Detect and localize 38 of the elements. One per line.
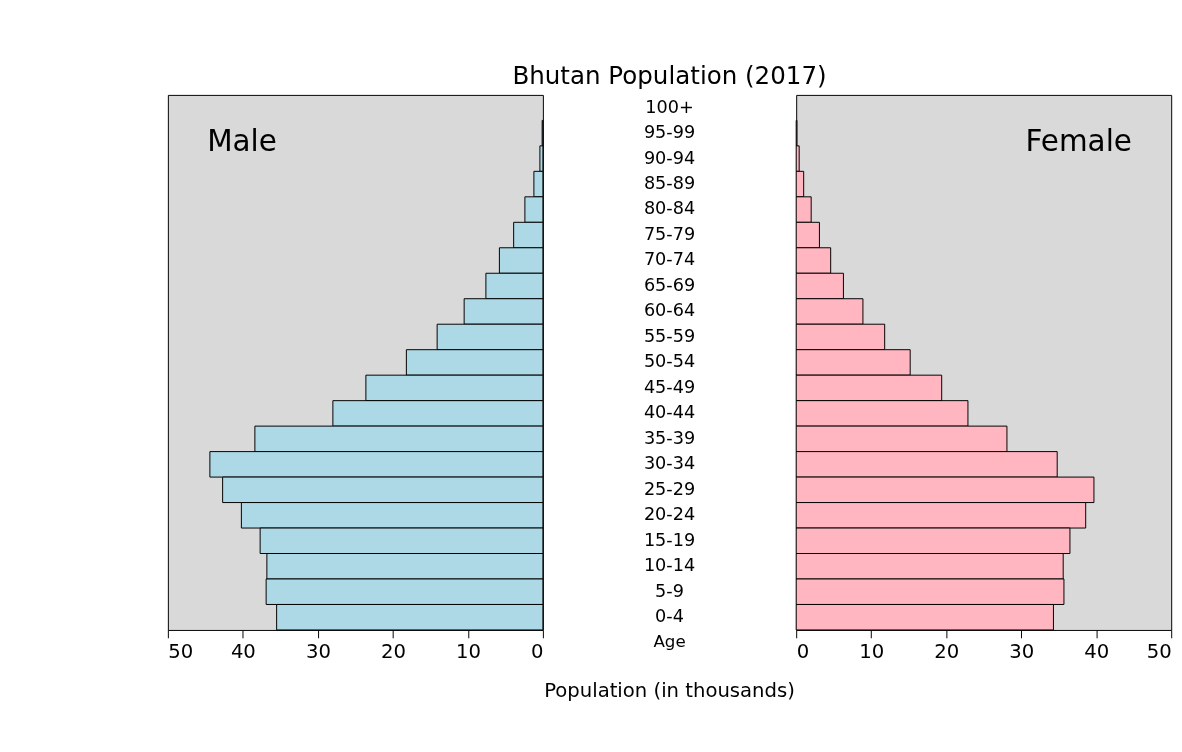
y-tick-label: 25-29 xyxy=(643,478,696,499)
y-tick-label: 60-64 xyxy=(643,300,696,321)
x-tick-label: 30 xyxy=(305,639,331,663)
x-axis-title: Population (in thousands) xyxy=(544,678,795,702)
y-tick-label: 90-94 xyxy=(643,147,696,168)
y-tick-label: 85-89 xyxy=(643,172,696,193)
y-tick-label: 75-79 xyxy=(643,223,696,244)
y-tick-label: 95-99 xyxy=(643,122,696,143)
y-tick-label: 50-54 xyxy=(643,351,696,372)
y-tick-label: 55-59 xyxy=(643,325,696,346)
y-tick-label: 5-9 xyxy=(655,580,684,601)
x-tick-label: 50 xyxy=(1146,639,1172,663)
x-tick-label: 50 xyxy=(168,639,194,663)
x-tick-label: 10 xyxy=(859,639,885,663)
y-tick-label: 0-4 xyxy=(655,606,684,627)
x-tick-label: 40 xyxy=(230,639,256,663)
x-tick-label: 0 xyxy=(530,639,544,663)
y-tick-label: 10-14 xyxy=(643,555,696,576)
y-tick-label: 80-84 xyxy=(643,198,696,219)
y-tick-label: 30-34 xyxy=(643,453,696,474)
y-tick-label: 65-69 xyxy=(643,274,696,295)
y-tick-label: 100+ xyxy=(645,96,694,117)
y-tick-label: 20-24 xyxy=(643,504,696,525)
x-tick-label: 0 xyxy=(796,639,810,663)
x-tick-label: 20 xyxy=(380,639,406,663)
y-tick-label: 40-44 xyxy=(643,402,696,423)
text: Female xyxy=(1025,123,1132,158)
y-tick-label: 35-39 xyxy=(643,427,696,448)
y-tick-label: 15-19 xyxy=(643,529,696,550)
text: Male xyxy=(207,123,277,158)
x-tick-label: 10 xyxy=(455,639,481,663)
x-tick-label: 40 xyxy=(1084,639,1110,663)
y-axis-title: Age xyxy=(653,631,686,651)
x-tick-label: 30 xyxy=(1009,639,1035,663)
text: Bhutan Population (2017) xyxy=(512,60,827,90)
x-tick-label: 20 xyxy=(934,639,960,663)
y-tick-label: 70-74 xyxy=(643,249,696,270)
y-tick-label: 45-49 xyxy=(643,376,696,397)
